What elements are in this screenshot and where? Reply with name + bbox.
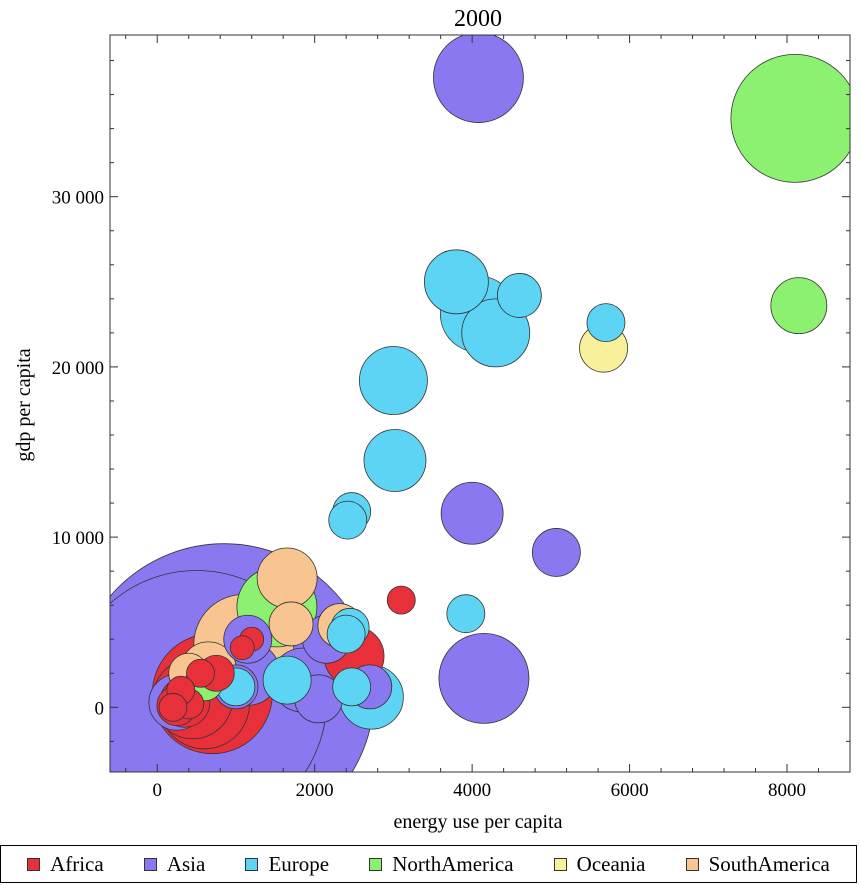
bubble-asia bbox=[531, 528, 581, 577]
bubble-asia bbox=[433, 35, 524, 123]
bubble-europe bbox=[359, 346, 428, 415]
bubble-africa bbox=[229, 635, 255, 661]
legend-label: SouthAmerica bbox=[708, 851, 830, 876]
x-tick-label: 8000 bbox=[768, 780, 806, 801]
y-axis-ticks: 0 10 000 20 000 30 000 bbox=[52, 60, 850, 742]
bubble-europe bbox=[328, 500, 368, 540]
bubble-africa bbox=[158, 692, 188, 722]
legend-swatch bbox=[553, 857, 567, 871]
legend-label: Europe bbox=[268, 851, 330, 876]
bubble-southamerica bbox=[256, 547, 318, 609]
bubble-asia bbox=[440, 481, 504, 545]
legend-item-europe: Europe bbox=[245, 852, 329, 877]
bubbles-layer bbox=[110, 35, 850, 772]
x-tick-label: 4000 bbox=[453, 780, 491, 801]
y-axis-label: gdp per capita bbox=[13, 348, 35, 461]
bubble-europe bbox=[332, 667, 372, 707]
legend-item-southamerica: SouthAmerica bbox=[685, 851, 830, 877]
legend-item-northamerica: NorthAmerica bbox=[369, 851, 514, 877]
bubble-africa bbox=[386, 585, 416, 615]
bubble-northamerica bbox=[770, 277, 828, 335]
y-tick-label: 20 000 bbox=[52, 358, 104, 379]
x-axis-label: energy use per capita bbox=[394, 811, 563, 833]
bubble-europe bbox=[423, 249, 489, 315]
y-tick-label: 0 bbox=[95, 698, 105, 719]
legend-item-oceania: Oceania bbox=[553, 851, 646, 877]
y-tick-label: 30 000 bbox=[52, 188, 104, 209]
legend-item-asia: Asia bbox=[143, 851, 206, 877]
y-tick-label: 10 000 bbox=[52, 528, 104, 549]
bubble-europe bbox=[326, 614, 366, 654]
legend-swatch bbox=[685, 857, 699, 871]
bubble-africa bbox=[186, 658, 215, 688]
legend-swatch bbox=[143, 857, 157, 871]
plot-frame bbox=[109, 34, 851, 773]
bubble-chart: 2000 0 2000 4000 6000 8000 0 10 000 20 000 30 0… bbox=[13, 6, 851, 833]
legend-swatch bbox=[27, 857, 41, 871]
x-axis-ticks: 0 2000 4000 6000 8000 bbox=[125, 35, 851, 801]
x-tick-label: 0 bbox=[152, 780, 162, 801]
bubble-europe bbox=[496, 273, 542, 318]
legend-label: Asia bbox=[166, 851, 206, 876]
bubble-northamerica bbox=[730, 54, 850, 183]
legend-label: NorthAmerica bbox=[392, 851, 514, 876]
legend-swatch bbox=[369, 857, 383, 871]
legend-item-africa: Africa bbox=[27, 852, 104, 877]
legend-label: Oceania bbox=[576, 851, 646, 876]
x-tick-label: 2000 bbox=[296, 780, 334, 801]
bubble-europe bbox=[262, 655, 312, 705]
bubble-southamerica bbox=[268, 601, 314, 647]
legend-label: Africa bbox=[50, 851, 104, 876]
bubble-asia bbox=[438, 632, 530, 724]
bubble-europe bbox=[363, 429, 427, 492]
bubble-europe bbox=[446, 594, 486, 634]
x-tick-label: 6000 bbox=[611, 780, 649, 801]
legend: Africa Asia Europe NorthAmerica Oceania South… bbox=[0, 845, 857, 883]
chart-title: 2000 bbox=[454, 6, 502, 32]
bubble-europe bbox=[586, 303, 626, 343]
legend-swatch bbox=[245, 857, 259, 871]
